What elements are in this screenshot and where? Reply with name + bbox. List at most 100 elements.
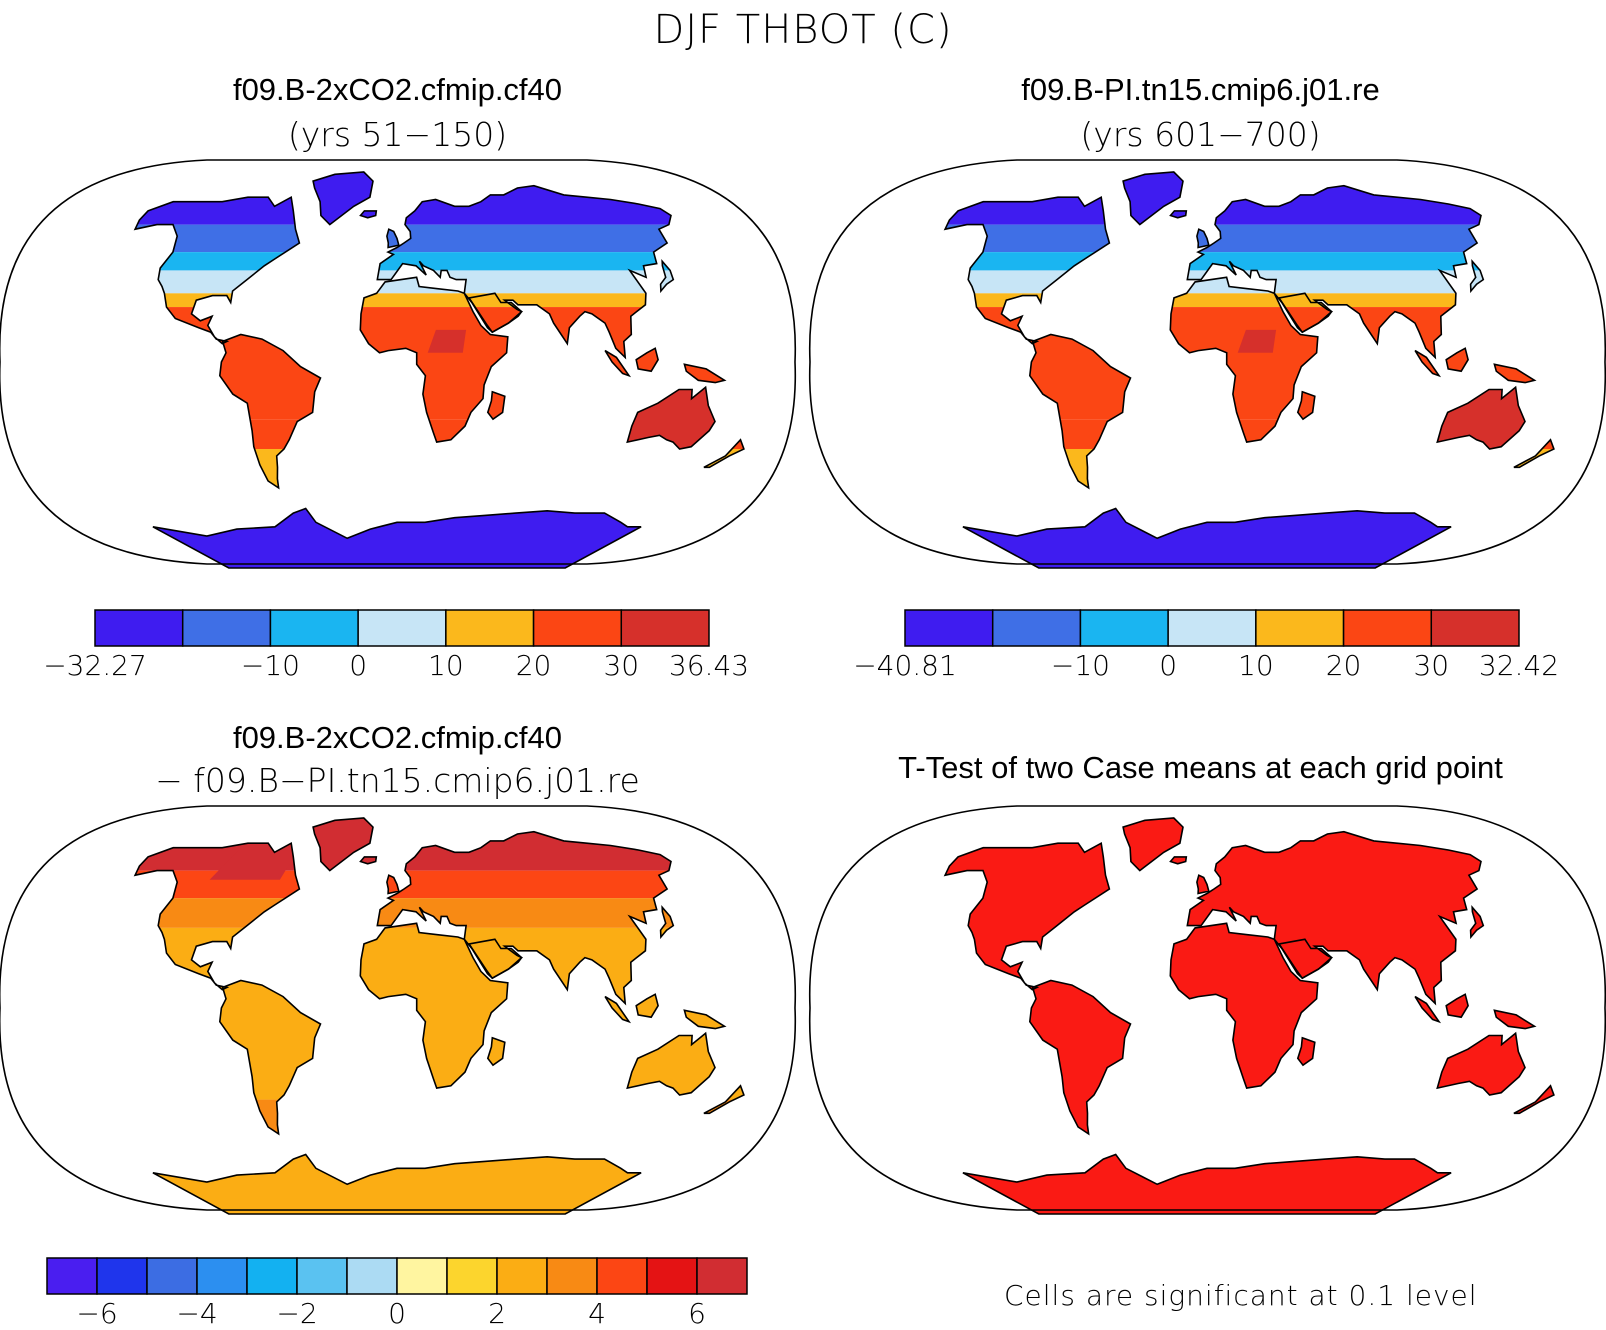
colorbar-segment xyxy=(1167,609,1257,647)
coastline-southAmerica xyxy=(218,979,322,1136)
colorbar-tick-label: 0 xyxy=(349,649,368,682)
colorbar-segment xyxy=(357,609,447,647)
coastline-japan xyxy=(1469,259,1485,294)
coastline-eurasia xyxy=(376,184,672,360)
coastline-borneo xyxy=(1445,993,1469,1019)
coastline-antarctica xyxy=(962,1153,1452,1215)
coastline-japan xyxy=(659,259,675,294)
coastline-greenland xyxy=(312,171,374,226)
colorbar-segment xyxy=(1079,609,1169,647)
coastline-arabia xyxy=(1277,292,1333,334)
coastline-newZealand xyxy=(703,438,745,469)
coastline-africa xyxy=(359,276,509,443)
colorbar-tick-label: 20 xyxy=(1325,649,1362,682)
temperature-highlight xyxy=(627,387,715,449)
colorbar-segment xyxy=(904,609,994,647)
coastline-newGuinea xyxy=(1493,363,1537,384)
colorbar-tick-label: 32.42 xyxy=(1478,649,1560,682)
colorbar-segment xyxy=(445,609,535,647)
coastline-madagascar xyxy=(486,390,506,421)
colorbar-tick-label: −32.27 xyxy=(43,649,147,682)
coastline-newZealand xyxy=(1513,438,1555,469)
coastline-iceland xyxy=(1169,210,1188,219)
temperature-band xyxy=(945,818,1554,1214)
temperature-highlight xyxy=(427,329,467,353)
colorbar-segment xyxy=(1430,609,1520,647)
temperature-band xyxy=(135,494,744,568)
coastline-africa xyxy=(359,922,509,1089)
colorbar-segment xyxy=(94,609,184,647)
coastline-sumatra xyxy=(604,995,632,1024)
temperature-band xyxy=(135,270,744,294)
colorbar-tick-label: 30 xyxy=(603,649,640,682)
temperature-band xyxy=(945,494,1554,568)
temperature-band xyxy=(135,293,744,308)
coastline-madagascar xyxy=(486,1036,506,1067)
coastline-newGuinea xyxy=(683,1009,727,1030)
coastline-madagascar xyxy=(1296,1036,1316,1067)
coastline-greenland xyxy=(1122,817,1184,872)
temperature-band xyxy=(135,224,744,253)
coastline-eurasia xyxy=(1186,830,1482,1006)
colorbar-segment xyxy=(396,1257,448,1295)
map-boundary xyxy=(808,159,1606,565)
coastline-sumatra xyxy=(1414,349,1442,378)
colorbar-segment xyxy=(446,1257,498,1295)
colorbar-tick-label: 2 xyxy=(488,1297,506,1330)
colorbar-2xco2 xyxy=(94,609,710,647)
colorbar-tick-label: −6 xyxy=(76,1297,118,1330)
panel3-case-title: f09.B-2xCO2.cfmip.cf40 xyxy=(232,720,563,755)
temperature-band xyxy=(135,172,744,225)
coastline-africa xyxy=(1169,922,1319,1089)
coastline-iceland xyxy=(359,856,378,865)
coastline-japan xyxy=(1469,905,1485,940)
coastline-newZealand xyxy=(703,1084,745,1115)
coastline-southAmerica xyxy=(1028,979,1132,1136)
coastline-uk xyxy=(1196,874,1210,895)
colorbar-segment xyxy=(596,1257,648,1295)
coastline-antarctica xyxy=(152,507,642,569)
panel1-case-title: f09.B-2xCO2.cfmip.cf40 xyxy=(232,72,563,107)
colorbar-segment xyxy=(246,1257,298,1295)
temperature-highlight xyxy=(1437,387,1525,449)
colorbar-segment xyxy=(496,1257,548,1295)
coastline-antarctica xyxy=(152,1153,642,1215)
coastline-southAmerica xyxy=(1028,333,1132,490)
colorbar-tick-label: 6 xyxy=(688,1297,706,1330)
temperature-band xyxy=(945,224,1554,253)
colorbar-segment xyxy=(532,609,623,647)
colorbar-segment xyxy=(646,1257,698,1295)
land-fill xyxy=(945,818,1554,1214)
coastline-greenland xyxy=(312,817,374,872)
significance-note: Cells are significant at 0.1 level xyxy=(1004,1279,1478,1312)
coastline-arabia xyxy=(1277,938,1333,980)
colorbar-segment xyxy=(546,1257,598,1295)
colorbar-tick-label: 36.43 xyxy=(668,649,750,682)
coastline-newGuinea xyxy=(683,363,727,384)
temperature-band xyxy=(945,252,1554,271)
colorbar-segment xyxy=(269,609,359,647)
coastline-newZealand xyxy=(1513,1084,1555,1115)
temperature-band xyxy=(945,270,1554,294)
panel2-subtitle: (yrs 601−700) xyxy=(1080,115,1321,154)
coastline-greenland xyxy=(1122,171,1184,226)
figure-title: DJF THBOT (C) xyxy=(653,7,953,53)
coastline-africa xyxy=(1169,276,1319,443)
coastline-uk xyxy=(386,228,400,249)
coastline-sumatra xyxy=(1414,995,1442,1024)
temperature-band xyxy=(135,818,744,871)
map-panel-pi xyxy=(808,159,1606,569)
map-boundary xyxy=(0,805,797,1211)
land-fill xyxy=(135,172,744,568)
colorbar-difference xyxy=(46,1257,748,1295)
panel3-subtitle: − f09.B−PI.tn15.cmip6.j01.re xyxy=(155,761,640,800)
temperature-band xyxy=(135,1099,744,1141)
colorbar-pi xyxy=(904,609,1520,647)
panel2-case-title: f09.B-PI.tn15.cmip6.j01.re xyxy=(1021,72,1380,107)
temperature-highlight xyxy=(209,843,303,880)
coastline-arabia xyxy=(467,292,523,334)
coastline-newGuinea xyxy=(1493,1009,1537,1030)
colorbar-segment xyxy=(46,1257,98,1295)
coastline-northAmerica xyxy=(133,841,301,991)
map-panel-difference xyxy=(0,805,797,1215)
